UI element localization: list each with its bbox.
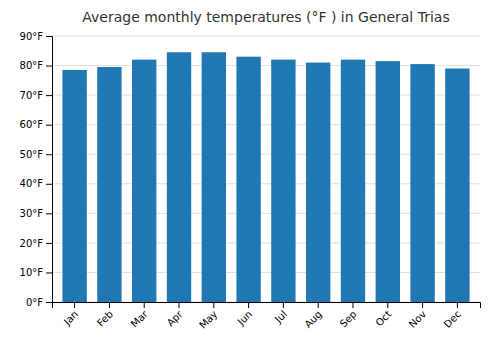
- bar: [167, 52, 191, 302]
- tick-label: 40°F: [20, 178, 44, 189]
- tick-label: 30°F: [20, 208, 44, 219]
- tick: 90°F: [20, 31, 52, 42]
- tick-label: 70°F: [20, 90, 44, 101]
- tick-label: Nov: [407, 308, 429, 330]
- tick: 20°F: [20, 238, 52, 249]
- bar: [341, 60, 365, 302]
- bar: [97, 67, 121, 302]
- tick: Jan: [61, 302, 80, 328]
- tick-mark: [387, 302, 388, 308]
- tick: 0°F: [26, 297, 52, 308]
- bar: [132, 60, 156, 302]
- tick-label: 80°F: [20, 60, 44, 71]
- axis-line: [46, 37, 53, 303]
- x-axis: Jan Feb Mar Apr May Jun Jul Aug Sep Oct Nov Dec: [53, 302, 481, 331]
- tick-mark: [46, 213, 52, 214]
- tick-mark: [109, 302, 110, 308]
- bar: [376, 61, 400, 302]
- tick: Mar: [129, 302, 151, 329]
- axis-line: [53, 303, 481, 309]
- tick-mark: [318, 302, 319, 308]
- tick-mark: [46, 66, 52, 67]
- tick-label: Aug: [302, 308, 324, 330]
- tick-label: 50°F: [20, 149, 44, 160]
- tick-label: Mar: [129, 308, 151, 330]
- tick: May: [197, 302, 219, 331]
- tick-mark: [46, 243, 52, 244]
- bar: [202, 52, 226, 302]
- tick-label: Feb: [95, 308, 115, 328]
- tick-label: Apr: [165, 308, 186, 329]
- tick: 10°F: [20, 267, 52, 278]
- bar: [445, 69, 469, 302]
- grid: [52, 36, 480, 302]
- bars: [62, 52, 469, 302]
- tick-mark: [46, 125, 52, 126]
- tick-mark: [46, 154, 52, 155]
- tick-label: May: [197, 308, 219, 330]
- tick: 60°F: [20, 119, 52, 130]
- tick-label: 60°F: [20, 119, 44, 130]
- tick: Feb: [95, 302, 115, 329]
- tick-mark: [46, 95, 52, 96]
- tick-mark: [213, 302, 214, 308]
- tick-label: Jun: [235, 308, 255, 328]
- tick-mark: [283, 302, 284, 308]
- tick-label: Jan: [61, 308, 80, 327]
- tick-label: Sep: [338, 308, 359, 329]
- tick: Jul: [272, 302, 289, 325]
- tick-mark: [46, 36, 52, 37]
- tick-mark: [74, 302, 75, 308]
- tick-label: 90°F: [20, 31, 44, 42]
- tick: 50°F: [20, 149, 52, 160]
- tick-mark: [352, 302, 353, 308]
- grid-line: [52, 36, 480, 37]
- tick-mark: [144, 302, 145, 308]
- bar: [62, 70, 86, 302]
- page: {"chart_data": {"type": "bar", "title": …: [0, 0, 500, 350]
- tick: 70°F: [20, 90, 52, 101]
- bar: [410, 64, 434, 302]
- tick-mark: [46, 272, 52, 273]
- tick: Nov: [407, 302, 429, 330]
- tick-mark: [46, 184, 52, 185]
- tick: Oct: [373, 302, 393, 328]
- tick-label: Dec: [442, 308, 463, 329]
- tick-label: 20°F: [20, 238, 44, 249]
- tick: 30°F: [20, 208, 52, 219]
- tick: Dec: [442, 302, 463, 330]
- bar: [271, 60, 295, 302]
- tick: 80°F: [20, 60, 52, 71]
- tick-label: Jul: [272, 308, 289, 325]
- tick: Sep: [338, 302, 359, 329]
- tick-mark: [457, 302, 458, 308]
- bar: [236, 57, 260, 302]
- tick: Jun: [235, 302, 255, 328]
- tick-mark: [46, 302, 52, 303]
- tick: Aug: [302, 302, 324, 330]
- plot-area: 0°F 10°F 20°F 30°F 40°F 50°F 60°F 70°F 80°F 90°F J…: [20, 31, 481, 331]
- bar: [306, 63, 330, 302]
- tick-mark: [179, 302, 180, 308]
- tick-label: 0°F: [26, 297, 43, 308]
- tick: Apr: [165, 302, 186, 328]
- title: Average monthly temperatures (°F ) in Ge…: [82, 9, 449, 25]
- chart: 0°F 10°F 20°F 30°F 40°F 50°F 60°F 70°F 80°F 90°F J…: [0, 0, 500, 350]
- tick-mark: [422, 302, 423, 308]
- y-axis: 0°F 10°F 20°F 30°F 40°F 50°F 60°F 70°F 80°F 90°F: [20, 31, 53, 308]
- tick-mark: [248, 302, 249, 308]
- tick-label: 10°F: [20, 267, 44, 278]
- tick: 40°F: [20, 178, 52, 189]
- tick-label: Oct: [373, 308, 393, 328]
